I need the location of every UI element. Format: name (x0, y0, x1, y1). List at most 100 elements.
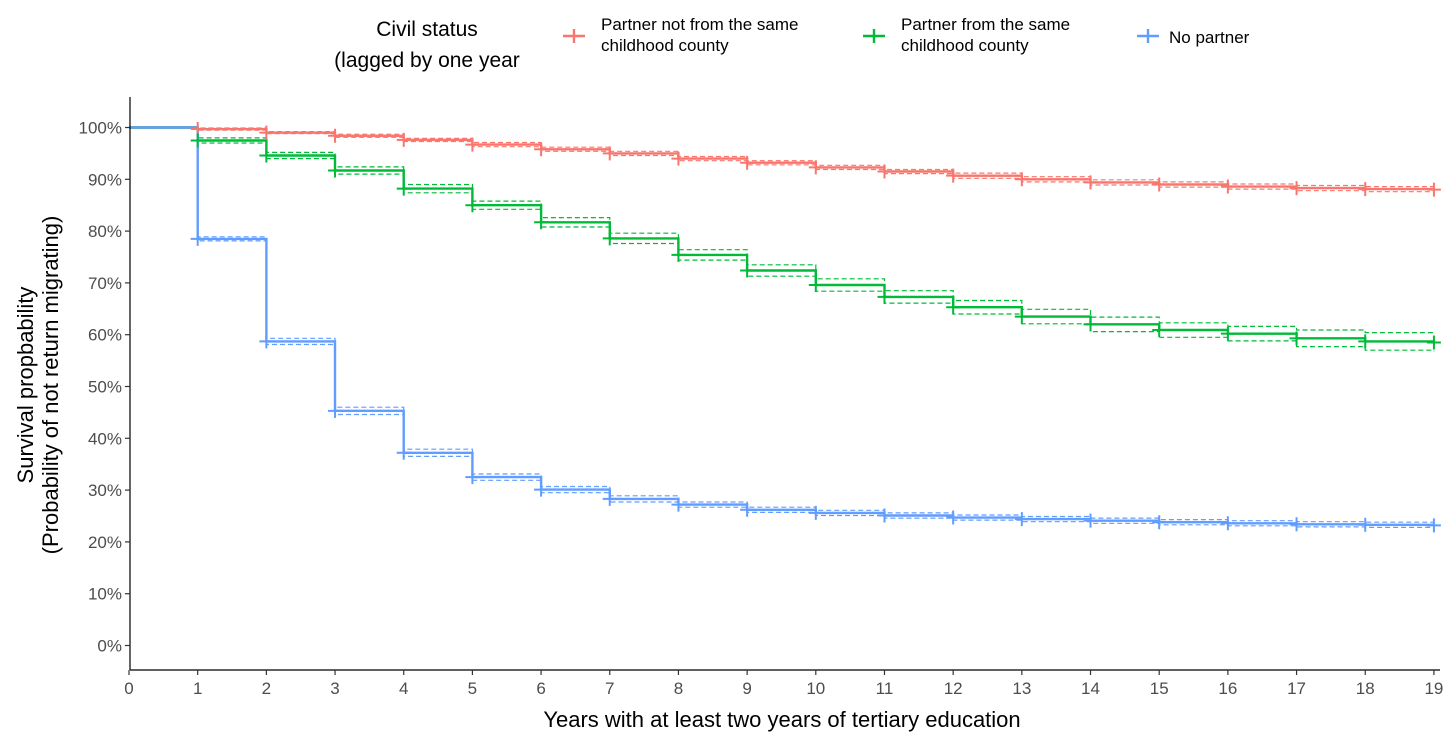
y-tick-label: 90% (88, 170, 122, 189)
censor-mark (1083, 175, 1098, 190)
censor-mark (465, 137, 480, 152)
censor-mark (671, 151, 686, 166)
legend-key-1 (863, 29, 885, 43)
censor-mark (1014, 309, 1029, 324)
legend: Civil status (lagged by one year Partner n… (334, 15, 1249, 72)
y-tick-label: 70% (88, 274, 122, 293)
censor-mark (396, 132, 411, 147)
censor-mark (259, 125, 274, 140)
censor-mark (328, 163, 343, 178)
legend-label-line: No partner (1169, 28, 1250, 47)
censor-mark (465, 470, 480, 485)
censor-mark (1426, 335, 1441, 350)
censor-mark (1220, 179, 1235, 194)
censor-mark (808, 505, 823, 520)
x-tick-label: 14 (1081, 679, 1100, 698)
censor-mark (396, 445, 411, 460)
censor-mark (602, 146, 617, 161)
y-tick-label: 50% (88, 378, 122, 397)
y-axis-title: Survival propbability(Probability of not… (13, 216, 63, 555)
x-tick-label: 13 (1012, 679, 1031, 698)
curve-partner-from-the-same-childhood-county (129, 126, 1436, 343)
censor-mark (396, 181, 411, 196)
censor-mark (602, 491, 617, 506)
ci-lower-partner-not-from-the-same-childhood-county (129, 126, 1435, 193)
x-tick-label: 0 (124, 679, 133, 698)
censor-mark (534, 215, 549, 230)
y-axis-title-line: (Probability of not return migrating) (38, 216, 63, 555)
censor-mark (328, 128, 343, 143)
y-tick-label: 0% (97, 637, 122, 656)
x-tick-label: 2 (262, 679, 271, 698)
ci-upper-partner-not-from-the-same-childhood-county (129, 126, 1435, 188)
x-tick-label: 1 (193, 679, 202, 698)
censor-mark (1220, 326, 1235, 341)
censor-mark (1289, 181, 1304, 196)
censor-mark (1083, 513, 1098, 528)
censor-mark (534, 482, 549, 497)
censor-mark (1289, 331, 1304, 346)
x-tick-label: 15 (1150, 679, 1169, 698)
censor-mark (1152, 515, 1167, 530)
legend-label-line: Partner from the same (901, 15, 1070, 34)
censor-mark (946, 510, 961, 525)
censor-mark (534, 142, 549, 157)
x-tick-label: 17 (1287, 679, 1306, 698)
censor-marks (190, 122, 1441, 533)
x-tick-label: 8 (674, 679, 683, 698)
censor-mark (946, 168, 961, 183)
censor-mark (877, 289, 892, 304)
censor-mark (671, 247, 686, 262)
x-tick-label: 19 (1424, 679, 1443, 698)
censor-mark (808, 160, 823, 175)
legend-title-line: (lagged by one year (334, 49, 520, 72)
y-tick-label: 100% (79, 119, 122, 138)
y-tick-label: 10% (88, 585, 122, 604)
censor-mark (877, 508, 892, 523)
censor-mark (1358, 334, 1373, 349)
legend-label-2: No partner (1169, 28, 1250, 47)
y-tick-label: 20% (88, 533, 122, 552)
censor-mark (877, 164, 892, 179)
censor-mark (1426, 182, 1441, 197)
censor-mark (1426, 518, 1441, 533)
x-tick-label: 5 (468, 679, 477, 698)
ci-upper-partner-from-the-same-childhood-county (129, 126, 1435, 334)
censor-mark (259, 334, 274, 349)
censor-mark (1358, 182, 1373, 197)
censor-mark (808, 277, 823, 292)
censor-mark (465, 198, 480, 213)
x-tick-label: 9 (742, 679, 751, 698)
legend-label-line: childhood county (901, 36, 1029, 55)
censor-mark (946, 300, 961, 315)
legend-label-line: childhood county (601, 36, 729, 55)
y-tick-label: 30% (88, 481, 122, 500)
censor-mark (1152, 323, 1167, 338)
legend-label-line: Partner not from the same (601, 15, 798, 34)
legend-key-0 (563, 29, 585, 43)
y-tick-label: 80% (88, 222, 122, 241)
censor-mark (1014, 512, 1029, 527)
censor-mark (259, 148, 274, 163)
y-axis-title-line: Survival propbability (13, 287, 38, 484)
x-tick-label: 18 (1356, 679, 1375, 698)
legend-key-2 (1137, 29, 1159, 43)
censor-mark (328, 403, 343, 418)
x-tick-label: 11 (876, 679, 894, 698)
censor-mark (602, 231, 617, 246)
censor-mark (1014, 172, 1029, 187)
y-tick-label: 60% (88, 326, 122, 345)
legend-title: Civil status (lagged by one year (334, 18, 520, 72)
censor-mark (671, 497, 686, 512)
censor-mark (1152, 177, 1167, 192)
x-axis-title: Years with at least two years of tertiar… (543, 707, 1020, 732)
x-tick-label: 10 (806, 679, 825, 698)
legend-title-line: Civil status (376, 18, 478, 41)
legend-label-0: Partner not from the same childhood count… (601, 15, 798, 55)
legend-label-1: Partner from the same childhood county (901, 15, 1070, 55)
censor-mark (1289, 517, 1304, 532)
x-tick-label: 3 (330, 679, 339, 698)
censor-mark (190, 133, 205, 148)
